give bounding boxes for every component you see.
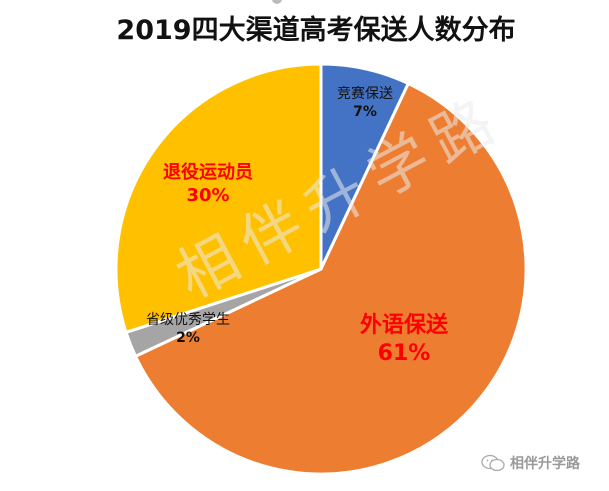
- watermark-text: 相伴升学路: [510, 456, 580, 472]
- label-name: 退役运动员: [163, 162, 253, 183]
- label-pct: 30%: [186, 184, 230, 206]
- corner-watermark: 相伴升学路: [480, 453, 580, 473]
- label-retired-athletes: 退役运动员 30%: [138, 162, 278, 207]
- slice-foreign-language: [134, 82, 528, 476]
- label-foreign-language: 外语保送 61%: [334, 312, 474, 367]
- label-name: 竞赛保送: [337, 86, 393, 102]
- label-pct: 2%: [176, 329, 200, 346]
- label-provincial-students: 省级优秀学生 2%: [128, 312, 248, 347]
- wechat-icon: [481, 454, 505, 472]
- label-pct: 7%: [353, 103, 377, 120]
- chart-title: 2019四大渠道高考保送人数分布: [116, 15, 516, 46]
- label-name: 省级优秀学生: [146, 312, 230, 328]
- slice-retired-athletes: [114, 62, 323, 334]
- label-competition: 竞赛保送 7%: [318, 86, 412, 121]
- label-name: 外语保送: [359, 313, 448, 338]
- label-pct: 61%: [377, 340, 431, 366]
- decorative-dot: [272, 0, 282, 4]
